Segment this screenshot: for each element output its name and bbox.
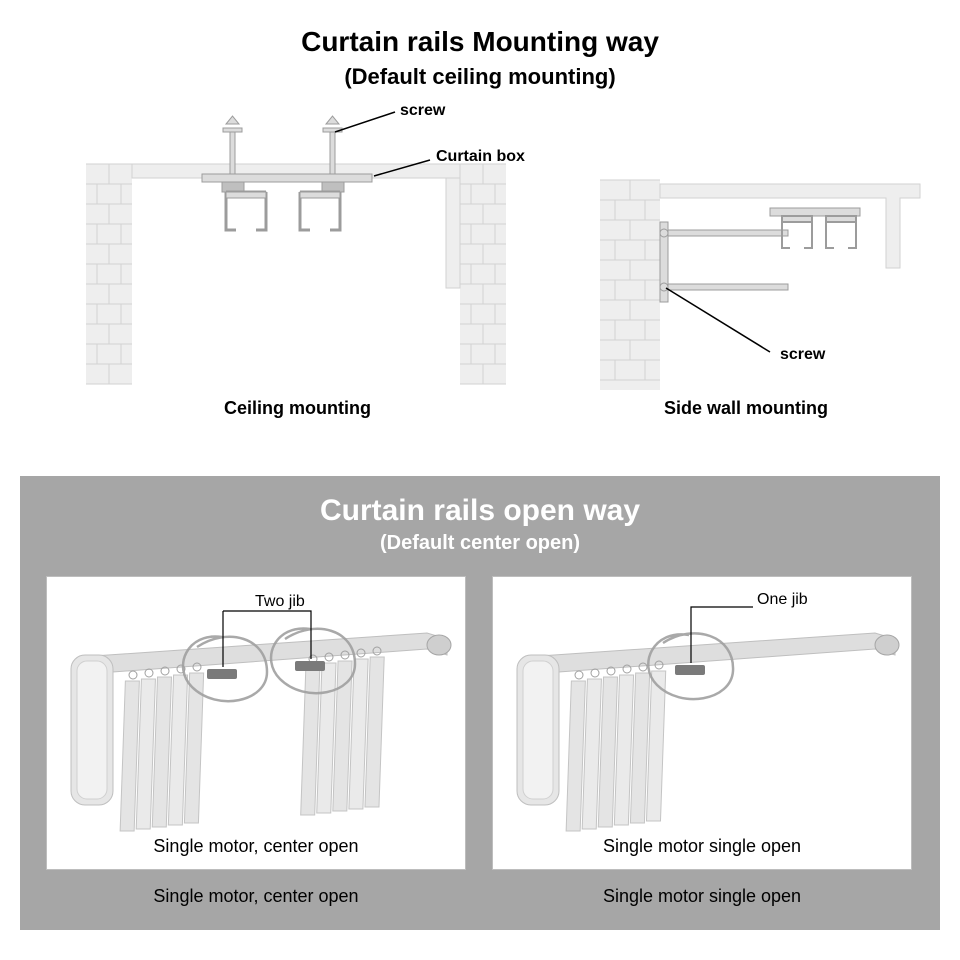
center-open-diagram [47, 577, 467, 871]
single-open-caption-row: Single motor single open [492, 886, 912, 907]
open-way-subtitle: (Default center open) [20, 532, 940, 555]
screw-label-top: screw [400, 102, 445, 120]
center-open-caption-row: Single motor, center open [46, 886, 466, 907]
ceiling-mount-diagram [130, 110, 470, 310]
mounting-diagrams: screw Curtain box Ceiling mounting [0, 110, 960, 450]
open-way-panel: Curtain rails open way (Default center o… [20, 476, 940, 930]
center-open-caption: Single motor, center open [47, 836, 465, 857]
single-open-diagram [493, 577, 913, 871]
open-way-title: Curtain rails open way [20, 494, 940, 528]
page-title: Curtain rails Mounting way [0, 26, 960, 58]
ceiling-caption: Ceiling mounting [224, 398, 371, 419]
ceiling-wall-left [86, 164, 132, 384]
open-box-single: One jib Single motor single open [492, 576, 912, 870]
side-caption: Side wall mounting [664, 398, 828, 419]
single-open-caption: Single motor single open [493, 836, 911, 857]
open-box-center: Two jib Single motor, center open [46, 576, 466, 870]
one-jib-label: One jib [757, 591, 808, 609]
page-subtitle: (Default ceiling mounting) [0, 64, 960, 90]
curtain-box-label: Curtain box [436, 148, 525, 166]
screw-label-side: screw [780, 346, 825, 364]
two-jib-label: Two jib [255, 593, 305, 611]
